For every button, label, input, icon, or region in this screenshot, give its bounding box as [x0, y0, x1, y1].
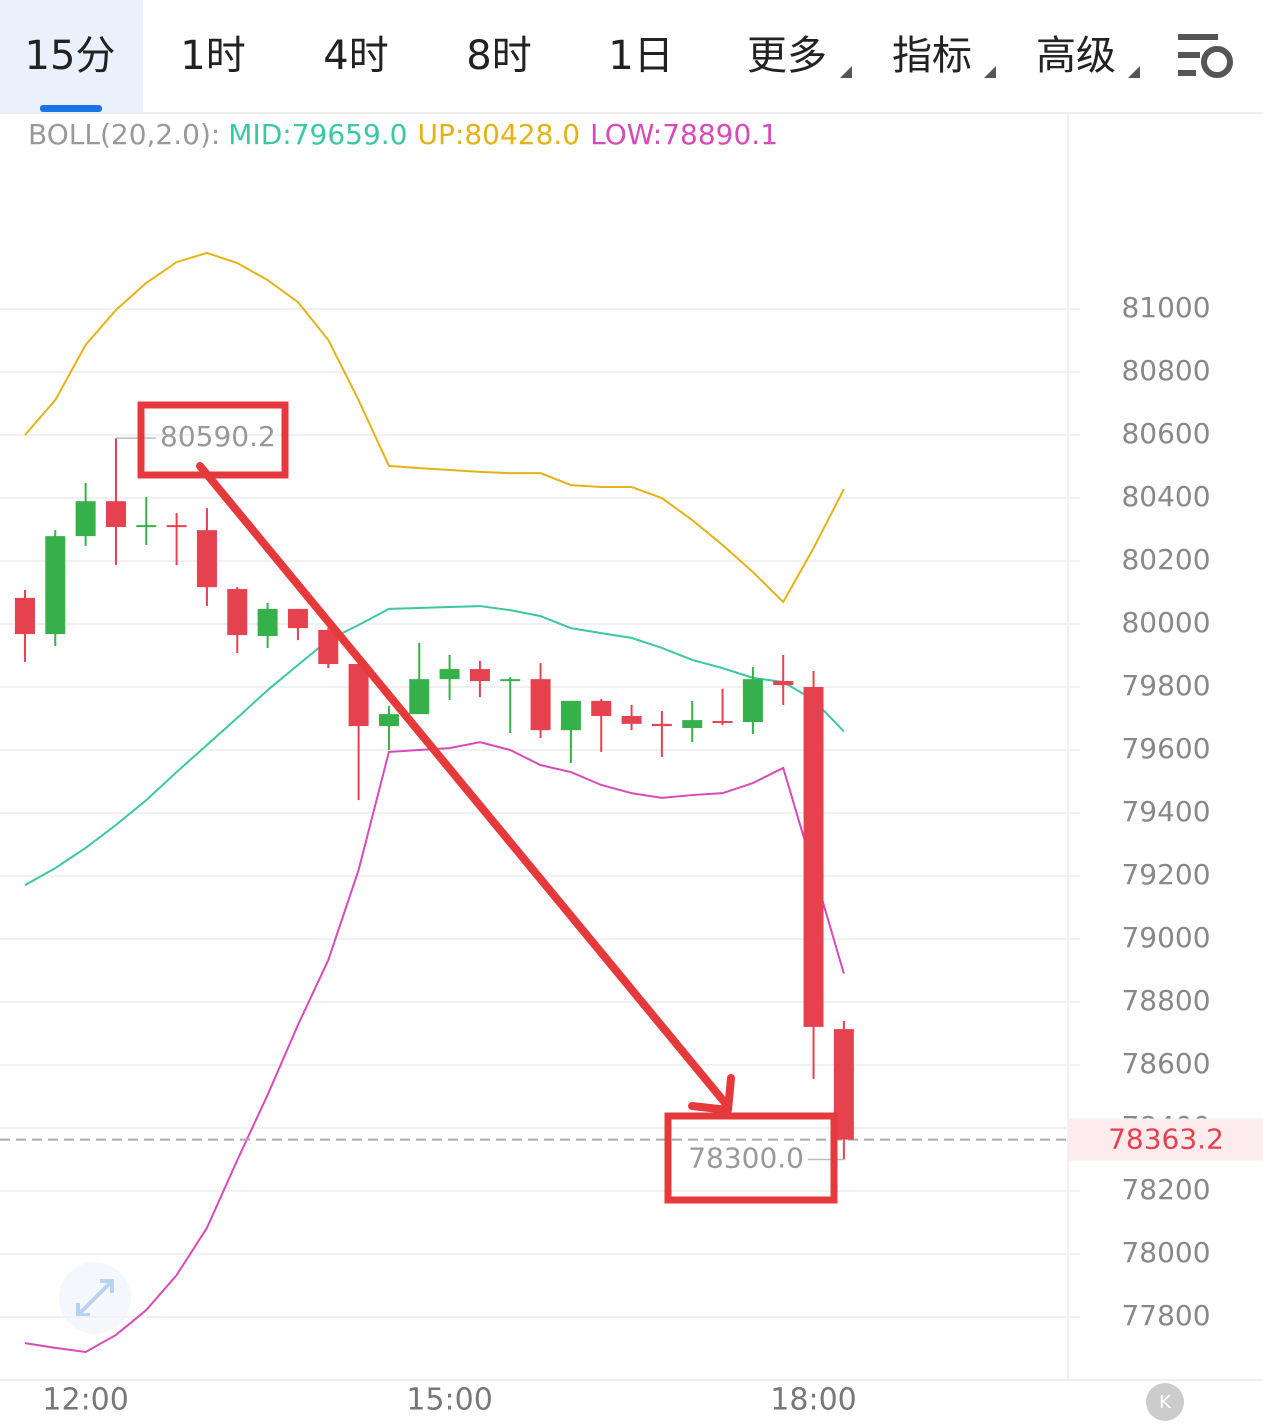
active-tab-indicator [40, 105, 102, 112]
candle-body [833, 1029, 854, 1140]
candle-body [469, 669, 490, 682]
y-tick-label: 80800 [1121, 354, 1210, 387]
y-tick-label: 77800 [1121, 1299, 1210, 1332]
tab[interactable]: 1日 [608, 33, 673, 79]
y-tick-label: 78600 [1121, 1047, 1210, 1080]
candle-body [651, 723, 672, 727]
legend-item: LOW:78890.1 [590, 118, 778, 151]
x-tick-label: 18:00 [770, 1383, 856, 1418]
tab[interactable]: 15分 [25, 33, 116, 79]
highlight-box [664, 1112, 838, 1204]
y-tick-label: 79600 [1121, 732, 1210, 765]
candle-body [287, 608, 308, 629]
candle-body [803, 687, 824, 1027]
candle-body [14, 597, 35, 635]
candle-body [196, 530, 217, 588]
icon-bar [1178, 34, 1218, 40]
tab[interactable]: 高级 [1036, 33, 1116, 79]
boll-line [24, 741, 845, 1354]
candle-body [136, 525, 157, 528]
y-tick-label: 80000 [1121, 606, 1210, 639]
y-tick-label: 79400 [1121, 795, 1210, 828]
boll-line [24, 605, 845, 887]
candle-body [75, 501, 96, 537]
dropdown-caret [984, 66, 996, 78]
tab[interactable]: 更多 [747, 33, 827, 79]
y-tick-label: 80600 [1121, 417, 1210, 450]
y-tick-label: 80200 [1121, 543, 1210, 576]
legend-item: UP:80428.0 [418, 118, 581, 151]
icon-gear [1201, 46, 1233, 78]
low-annotation: 78300.0 [688, 1142, 804, 1175]
y-tick-label: 78000 [1121, 1236, 1210, 1269]
k-button[interactable] [1146, 1383, 1184, 1421]
indicator-legend: BOLL(20,2.0): MID:79659.0 UP:80428.0 LOW:78… [28, 118, 778, 151]
tab[interactable]: 1时 [180, 33, 245, 79]
candle-body [409, 679, 430, 715]
settings-icon[interactable] [1178, 34, 1233, 78]
arrow-head [688, 1074, 735, 1114]
last-price-tag [1068, 1118, 1263, 1161]
candle-body [105, 501, 126, 528]
candle-body [166, 525, 187, 528]
boll-line [24, 251, 845, 604]
candle-body [712, 721, 733, 724]
y-tick-label: 78800 [1121, 984, 1210, 1017]
candle-body [530, 679, 551, 731]
active-tab-bg [0, 0, 143, 112]
dropdown-caret [840, 66, 852, 78]
candle-body [682, 720, 703, 728]
x-tick-label: 15:00 [406, 1383, 492, 1418]
candle-body [591, 700, 612, 717]
y-tick-label: 79000 [1121, 921, 1210, 954]
dropdown-caret [1128, 66, 1140, 78]
expand-icon [76, 1279, 114, 1317]
y-tick-label: 78200 [1121, 1173, 1210, 1206]
tab[interactable]: 指标 [892, 33, 972, 79]
candle-body [348, 664, 369, 727]
y-tick-label: 81000 [1121, 291, 1210, 324]
high-annotation: 80590.2 [160, 420, 276, 453]
candle-body [318, 630, 339, 665]
candle-body [742, 679, 763, 722]
y-tick-label: 79800 [1121, 669, 1210, 702]
highlight-box [137, 401, 289, 479]
candle-body [621, 716, 642, 724]
tab[interactable]: 8时 [466, 33, 531, 79]
candle-body [257, 608, 278, 636]
tab[interactable]: 4时 [323, 33, 388, 79]
icon-bar [1178, 70, 1196, 76]
legend-item: BOLL(20,2.0): [28, 118, 220, 151]
trend-arrow [196, 462, 730, 1108]
candle-body [773, 681, 794, 686]
candle-body [378, 714, 399, 727]
y-tick-label: 80400 [1121, 480, 1210, 513]
k-icon: K [1159, 1392, 1172, 1413]
candle-body [227, 589, 248, 636]
candle-body [439, 669, 460, 680]
legend-item: MID:79659.0 [228, 118, 407, 151]
candle-body [45, 536, 66, 635]
y-tick-label: 79200 [1121, 858, 1210, 891]
plot [0, 251, 1080, 1354]
icon-bar [1178, 52, 1200, 58]
candle-body [500, 679, 521, 682]
candle-body [560, 700, 581, 731]
last-price-label: 78363.2 [1108, 1123, 1224, 1156]
x-tick-label: 12:00 [42, 1383, 128, 1418]
